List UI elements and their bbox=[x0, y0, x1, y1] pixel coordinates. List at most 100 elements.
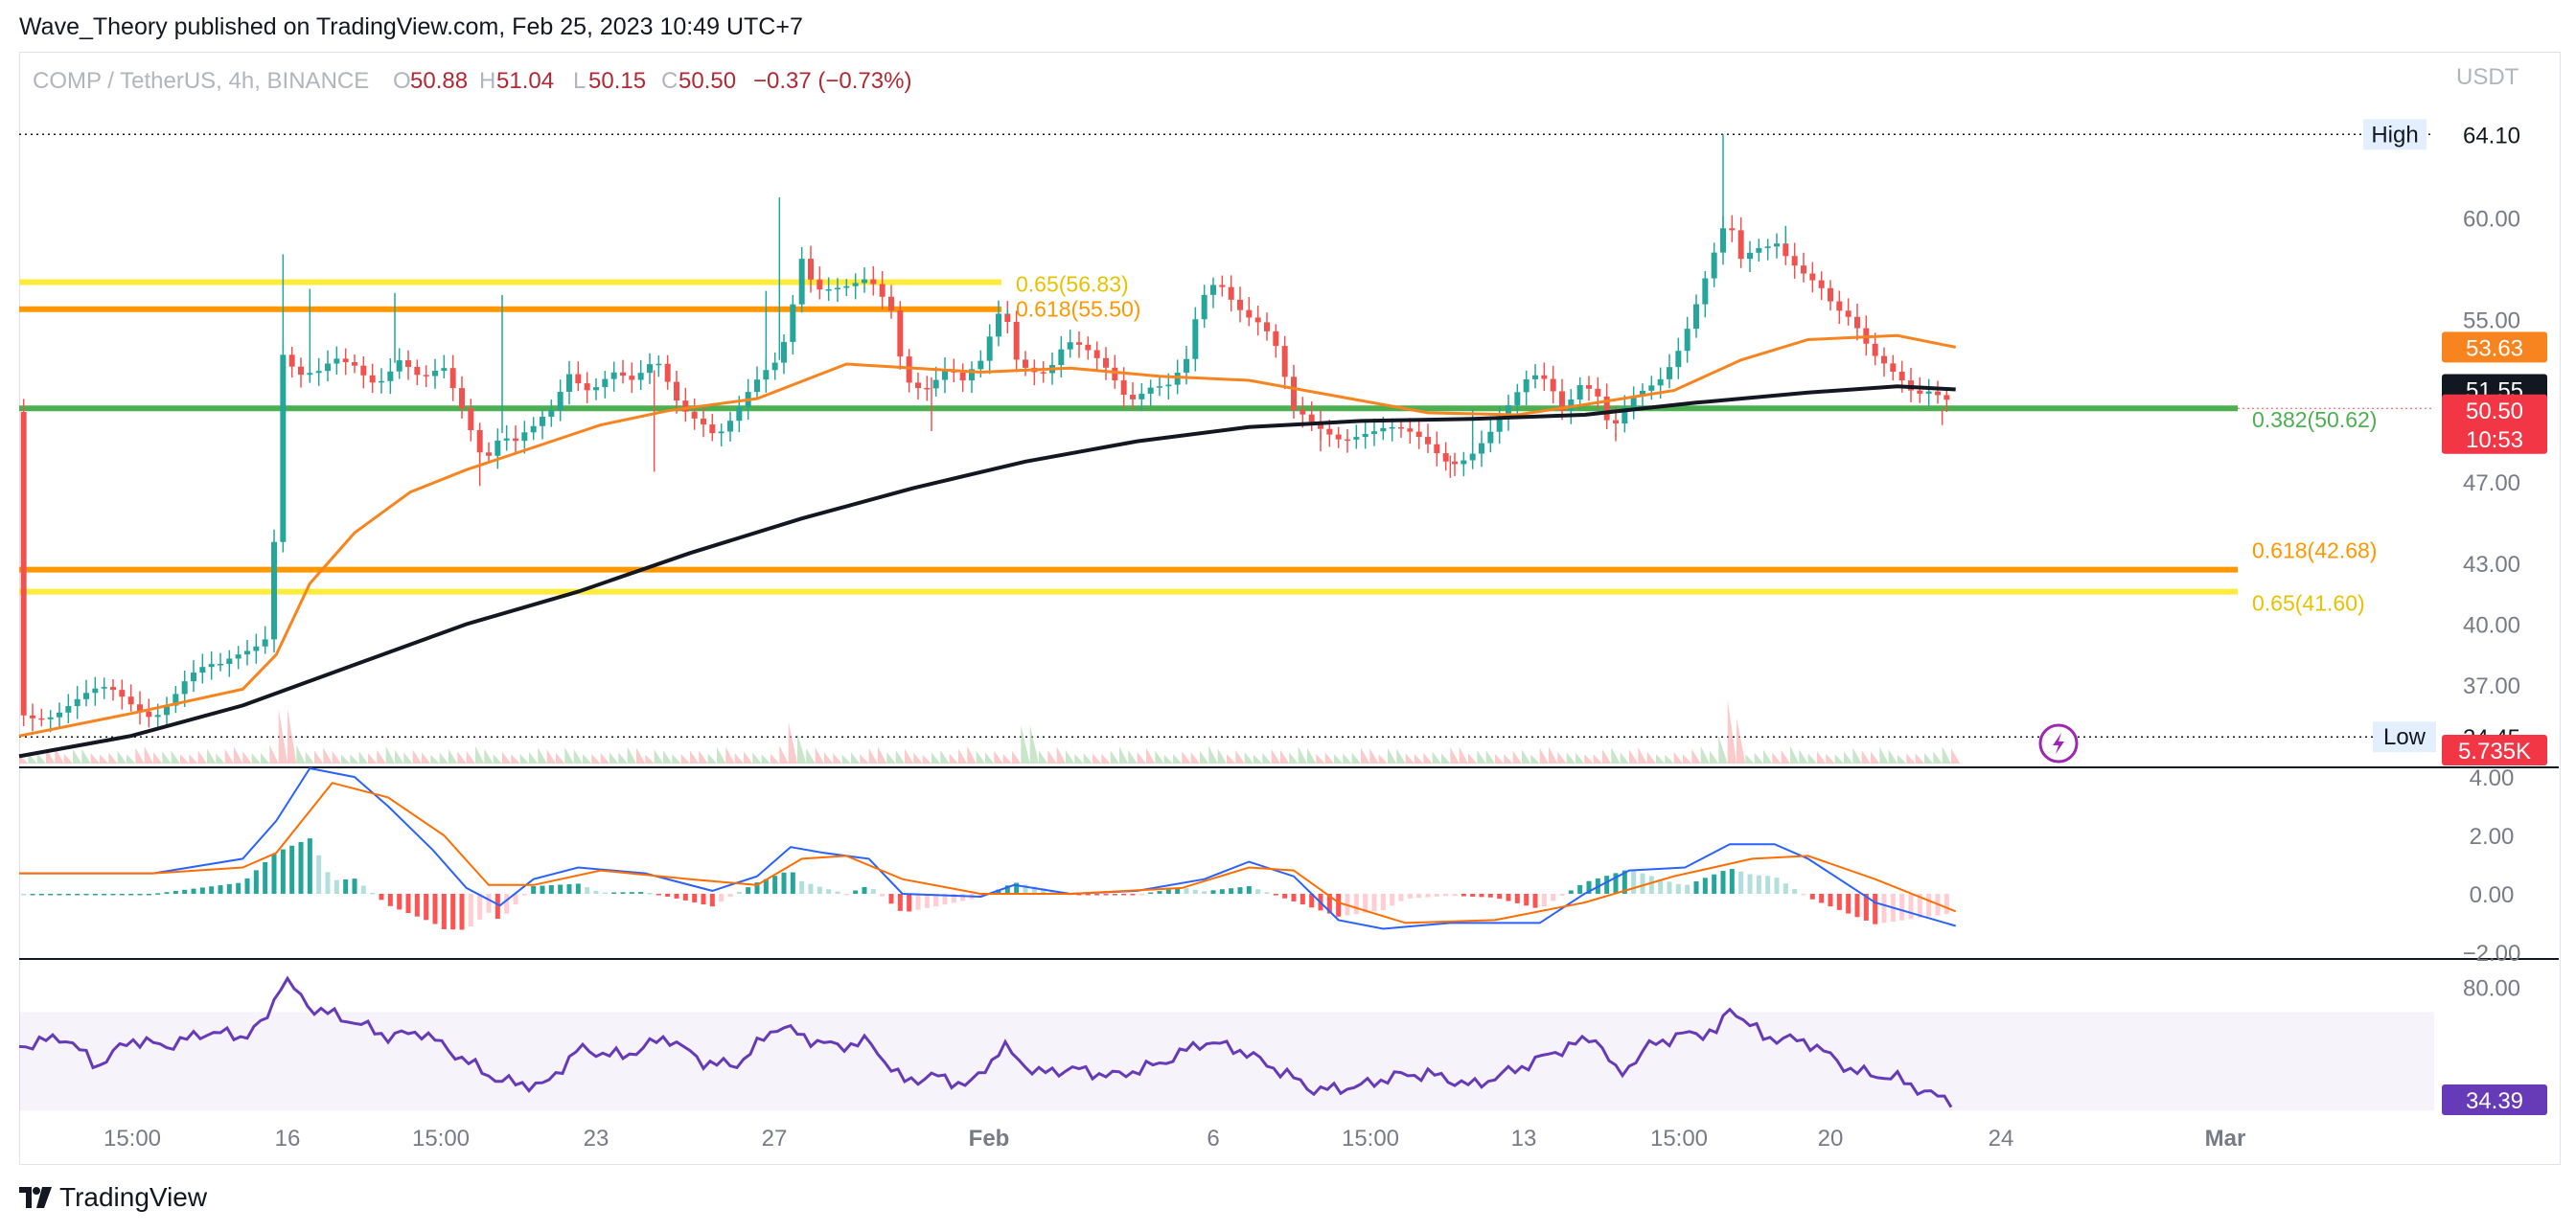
candle-body bbox=[137, 704, 143, 712]
candle-body bbox=[835, 287, 840, 290]
low-value: 50.15 bbox=[588, 68, 646, 94]
candle-body bbox=[218, 664, 223, 666]
macd-histogram-bar bbox=[209, 886, 215, 894]
macd-histogram-bar bbox=[102, 893, 107, 896]
candle-body bbox=[584, 383, 590, 391]
candle-body bbox=[906, 356, 912, 383]
candle-body bbox=[1157, 386, 1162, 388]
candle-body bbox=[486, 452, 492, 456]
macd-histogram-bar bbox=[1729, 869, 1735, 894]
macd-histogram-bar bbox=[334, 879, 339, 894]
macd-histogram-bar bbox=[1326, 893, 1332, 914]
candle-body bbox=[1711, 252, 1717, 279]
high-value: 64.10 bbox=[2463, 123, 2520, 148]
time-tick-label: Mar bbox=[2205, 1126, 2246, 1152]
candle-body bbox=[1881, 355, 1887, 364]
candle-body bbox=[1147, 387, 1154, 394]
ema50-line bbox=[18, 333, 1956, 738]
candle-body bbox=[897, 310, 904, 357]
candle-body bbox=[674, 381, 679, 401]
candle-body bbox=[1058, 349, 1065, 366]
close-label: C bbox=[661, 68, 678, 94]
macd-histogram-bar bbox=[1049, 890, 1055, 894]
macd-histogram-bar bbox=[1765, 876, 1771, 894]
candle-body bbox=[1782, 243, 1789, 257]
candle-body bbox=[727, 421, 733, 432]
candle-body bbox=[181, 681, 188, 695]
macd-histogram-bar bbox=[816, 886, 822, 894]
candle-body bbox=[816, 279, 823, 290]
candle-body bbox=[1425, 437, 1431, 445]
candle-body bbox=[298, 366, 304, 376]
macd-histogram-bar bbox=[1434, 893, 1439, 897]
rsi-tick-label: 80.00 bbox=[2463, 976, 2520, 1002]
macd-histogram-bar bbox=[960, 893, 966, 901]
macd-histogram-bar bbox=[665, 893, 671, 897]
macd-histogram-bar bbox=[1532, 893, 1538, 908]
macd-histogram-bar bbox=[1658, 878, 1664, 894]
candle-body bbox=[1487, 431, 1494, 444]
candle-body bbox=[915, 382, 921, 389]
lightning-icon[interactable] bbox=[2038, 723, 2079, 764]
candle-body bbox=[647, 364, 653, 374]
candle-body bbox=[1828, 287, 1833, 302]
macd-histogram-bar bbox=[736, 892, 742, 894]
volume-up-area bbox=[28, 724, 1951, 764]
macd-histogram-bar bbox=[172, 890, 178, 894]
candle-body bbox=[1917, 390, 1923, 394]
macd-histogram-bar bbox=[48, 893, 54, 896]
macd-histogram-bar bbox=[1774, 878, 1780, 894]
macd-histogram-bar bbox=[1568, 890, 1574, 894]
last-price-badge: 50.50 bbox=[2466, 399, 2523, 424]
candle-body bbox=[1640, 390, 1645, 397]
time-tick-label: 16 bbox=[275, 1126, 301, 1152]
macd-histogram-bar bbox=[781, 872, 787, 894]
macd-tick-label: 4.00 bbox=[2470, 765, 2515, 791]
macd-histogram-bar bbox=[21, 893, 27, 896]
candle-body bbox=[414, 366, 421, 376]
candle-body bbox=[1103, 357, 1109, 368]
macd-histogram-bar bbox=[1085, 893, 1091, 896]
chart-frame[interactable] bbox=[19, 52, 2561, 1165]
time-tick-label: Feb bbox=[969, 1126, 1010, 1152]
macd-histogram-bar bbox=[1237, 887, 1243, 894]
macd-histogram-bar bbox=[263, 861, 268, 894]
macd-histogram-bar bbox=[1229, 888, 1234, 894]
candle-body bbox=[119, 690, 126, 697]
volume-down-area bbox=[19, 698, 1961, 764]
price-tick-label: 55.00 bbox=[2463, 308, 2520, 333]
candle-body bbox=[1854, 316, 1860, 329]
macd-histogram-bar bbox=[790, 872, 795, 894]
macd-histogram-bar bbox=[405, 893, 411, 914]
candle-body bbox=[1791, 256, 1798, 266]
macd-histogram-bar bbox=[727, 893, 733, 898]
candle-body bbox=[369, 375, 376, 383]
macd-histogram-bar bbox=[424, 893, 429, 921]
macd-histogram-bar bbox=[1846, 893, 1852, 914]
macd-histogram-bar bbox=[692, 893, 698, 902]
macd-histogram-bar bbox=[199, 887, 205, 894]
candle-body bbox=[1737, 230, 1744, 260]
candle-body bbox=[1622, 407, 1628, 424]
macd-histogram-bar bbox=[1184, 888, 1189, 894]
time-tick-label: 15:00 bbox=[104, 1126, 161, 1152]
macd-histogram-bar bbox=[1103, 893, 1109, 896]
macd-histogram-bar bbox=[75, 893, 80, 896]
ema50-badge: 53.63 bbox=[2466, 335, 2523, 361]
candle-body bbox=[1264, 322, 1270, 331]
macd-histogram-bar bbox=[1551, 893, 1556, 901]
macd-histogram-bar bbox=[370, 892, 376, 895]
candle-body bbox=[1630, 396, 1637, 408]
macd-histogram-bar bbox=[996, 889, 1001, 894]
rsi-badge-bg bbox=[2442, 1084, 2547, 1115]
macd-histogram-bar bbox=[307, 838, 312, 894]
macd-histogram-bar bbox=[1873, 893, 1878, 924]
macd-histogram-bar bbox=[343, 878, 349, 894]
macd-histogram-bar bbox=[441, 893, 447, 929]
candle-body bbox=[1192, 319, 1199, 359]
candle-body bbox=[959, 372, 966, 381]
time-tick-label: 13 bbox=[1511, 1126, 1537, 1152]
macd-histogram-bar bbox=[1425, 893, 1431, 898]
macd-histogram-bar bbox=[548, 884, 554, 894]
